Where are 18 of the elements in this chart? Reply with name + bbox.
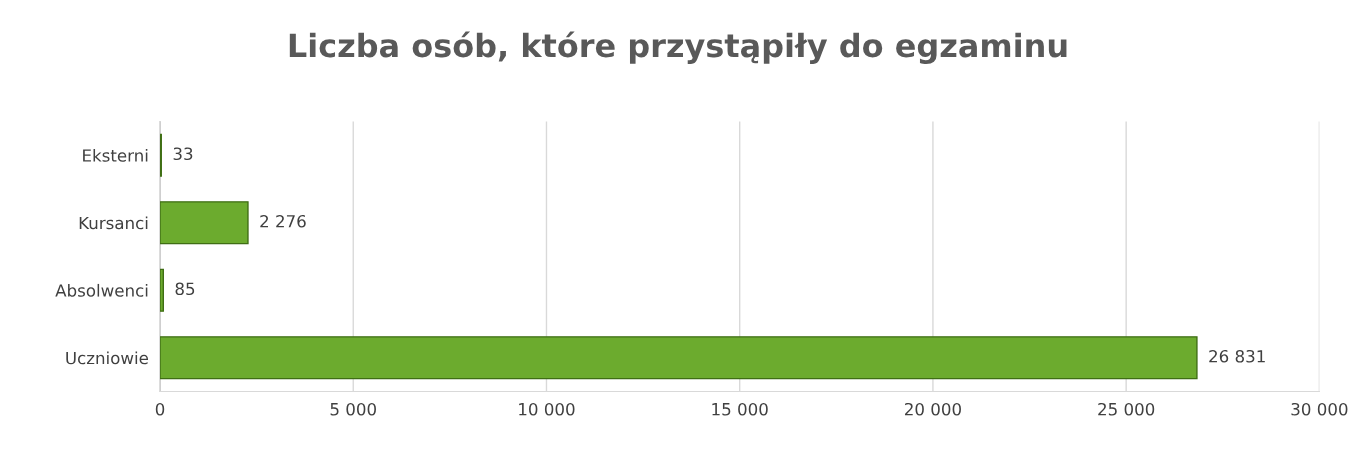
data-label: 2 276: [260, 214, 306, 228]
x-tick-label: 30 000: [1291, 402, 1348, 416]
x-tick-label: 5 000: [330, 402, 376, 416]
bar: [160, 336, 1198, 380]
y-tick-label: Uczniowie: [66, 351, 149, 365]
x-tick-label: 15 000: [712, 402, 768, 416]
x-tick-label: 25 000: [1098, 402, 1155, 416]
x-tick-label: 0: [155, 402, 165, 416]
x-tick-label: 10 000: [519, 402, 575, 416]
y-tick-label: Kursanci: [79, 216, 148, 230]
y-tick-label: Absolwenci: [55, 283, 148, 297]
x-tick-label: 20 000: [904, 402, 961, 416]
data-label: 85: [175, 282, 195, 296]
y-tick-label: Eksterni: [83, 148, 148, 162]
data-label: 33: [173, 147, 193, 161]
chart-title: Liczba osób, które przystąpiły do egzaminu: [289, 31, 1067, 64]
data-label: 26 831: [1209, 349, 1265, 363]
bar: [160, 201, 249, 245]
